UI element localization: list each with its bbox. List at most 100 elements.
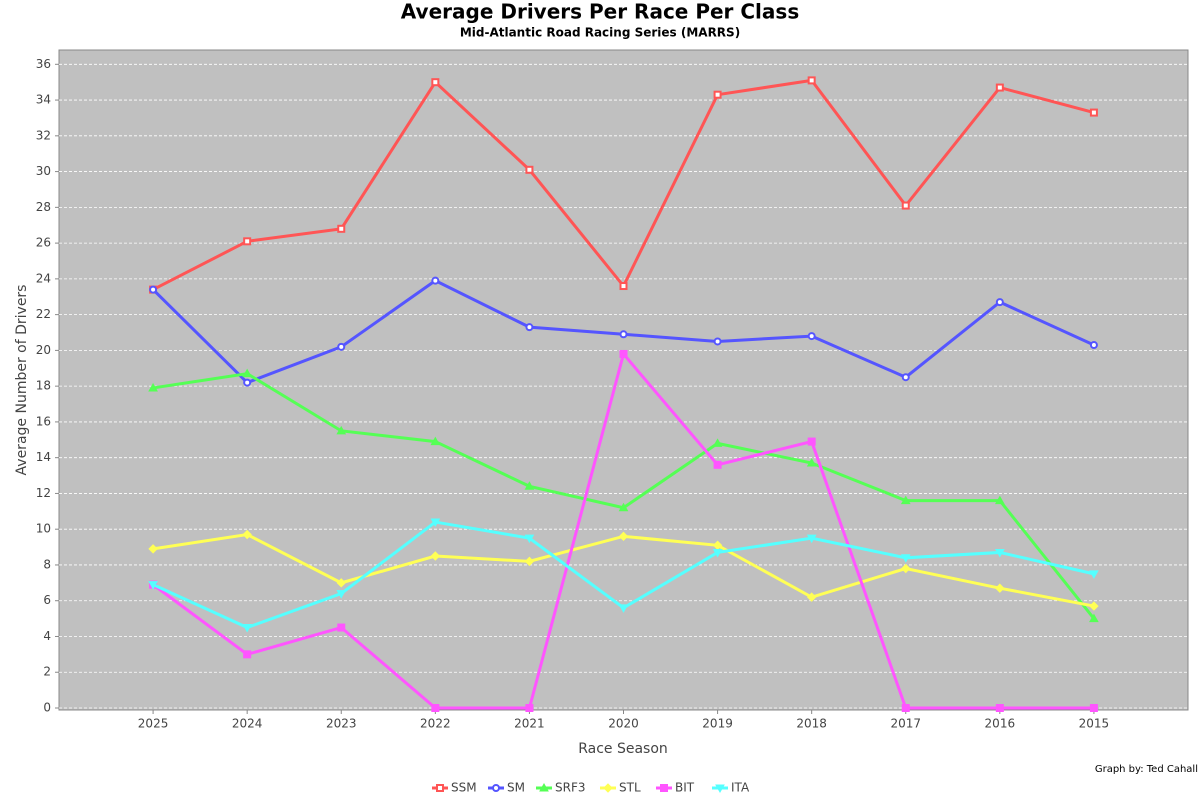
y-tick-label: 2 — [43, 665, 51, 679]
legend-marker — [492, 784, 500, 792]
point — [337, 342, 346, 351]
y-tick-label: 0 — [43, 701, 51, 715]
y-tick-label: 20 — [36, 343, 51, 357]
point — [243, 650, 252, 659]
point — [430, 436, 441, 446]
legend-label: SSM — [451, 781, 477, 795]
annotation: Graph by: Ted Cahall — [1095, 764, 1198, 775]
legend-label: BIT — [675, 781, 695, 795]
point — [431, 78, 440, 87]
point — [337, 224, 346, 233]
x-tick-label: 2018 — [796, 717, 827, 731]
point — [807, 76, 816, 85]
point — [713, 460, 722, 469]
point — [430, 551, 441, 561]
y-tick-label: 36 — [36, 57, 51, 71]
point — [806, 458, 817, 467]
legend-marker — [715, 784, 725, 794]
point — [524, 556, 535, 567]
point — [995, 83, 1004, 92]
x-tick-label: 2021 — [514, 717, 545, 731]
point — [431, 276, 440, 285]
point — [806, 592, 817, 602]
x-tick-label: 2024 — [232, 717, 263, 731]
point — [995, 704, 1004, 712]
y-axis-label: Average Number of Drivers — [14, 285, 30, 476]
y-tick-label: 30 — [36, 164, 51, 178]
legend-label: ITA — [731, 781, 750, 795]
point — [242, 529, 252, 540]
point — [148, 581, 158, 590]
x-tick-label: 2020 — [608, 717, 639, 731]
point — [807, 437, 816, 446]
point — [995, 583, 1005, 593]
point — [712, 438, 723, 447]
point — [995, 298, 1004, 307]
y-tick-label: 6 — [43, 593, 51, 607]
y-tick-label: 24 — [36, 271, 51, 285]
point — [524, 534, 535, 544]
point — [525, 165, 534, 174]
point — [712, 548, 723, 558]
point — [1089, 704, 1098, 712]
x-tick-label: 2017 — [890, 717, 921, 731]
point — [149, 285, 158, 294]
point — [806, 534, 817, 544]
legend-label: SM — [507, 781, 525, 795]
point — [525, 704, 534, 712]
point — [901, 201, 910, 210]
point — [525, 323, 534, 332]
y-tick-label: 14 — [36, 450, 51, 464]
chart-title: Average Drivers Per Race Per Class — [401, 0, 799, 24]
y-tick-label: 22 — [36, 307, 51, 321]
legend-marker — [436, 784, 444, 792]
y-tick-label: 32 — [36, 128, 51, 142]
point — [148, 382, 158, 392]
point — [619, 330, 628, 339]
x-axis-label: Race Season — [578, 741, 668, 757]
point — [242, 368, 253, 378]
x-tick-label: 2025 — [138, 717, 169, 731]
point — [900, 554, 911, 563]
point — [619, 282, 628, 291]
point — [901, 704, 910, 712]
point — [1089, 341, 1098, 350]
y-tick-label: 8 — [43, 557, 51, 571]
point — [336, 590, 347, 599]
point — [243, 237, 252, 246]
point — [430, 518, 441, 528]
point — [901, 563, 911, 574]
point — [524, 481, 535, 490]
point — [900, 495, 911, 505]
x-tick-label: 2023 — [326, 717, 357, 731]
y-tick-label: 28 — [36, 200, 51, 214]
legend-marker — [539, 782, 549, 792]
legend-marker — [603, 783, 613, 793]
point — [431, 704, 440, 712]
point — [713, 337, 722, 346]
chart-subtitle: Mid-Atlantic Road Racing Series (MARRS) — [460, 26, 740, 40]
point — [242, 624, 253, 633]
x-tick-label: 2019 — [702, 717, 733, 731]
point — [807, 332, 816, 341]
legend-label: SRF3 — [555, 781, 586, 795]
point — [618, 604, 629, 613]
point — [1089, 108, 1098, 117]
point — [1089, 601, 1099, 611]
legend-marker — [660, 784, 668, 792]
point — [618, 531, 629, 542]
y-tick-label: 16 — [36, 414, 51, 428]
point — [994, 495, 1005, 505]
y-tick-label: 34 — [36, 93, 51, 107]
point — [148, 544, 158, 554]
y-tick-label: 4 — [43, 629, 51, 643]
y-tick-label: 10 — [36, 522, 51, 536]
x-tick-label: 2022 — [420, 717, 451, 731]
x-tick-label: 2015 — [1079, 717, 1110, 731]
point — [994, 548, 1005, 558]
y-tick-label: 12 — [36, 486, 51, 500]
y-tick-label: 26 — [36, 236, 51, 250]
point — [713, 90, 722, 99]
